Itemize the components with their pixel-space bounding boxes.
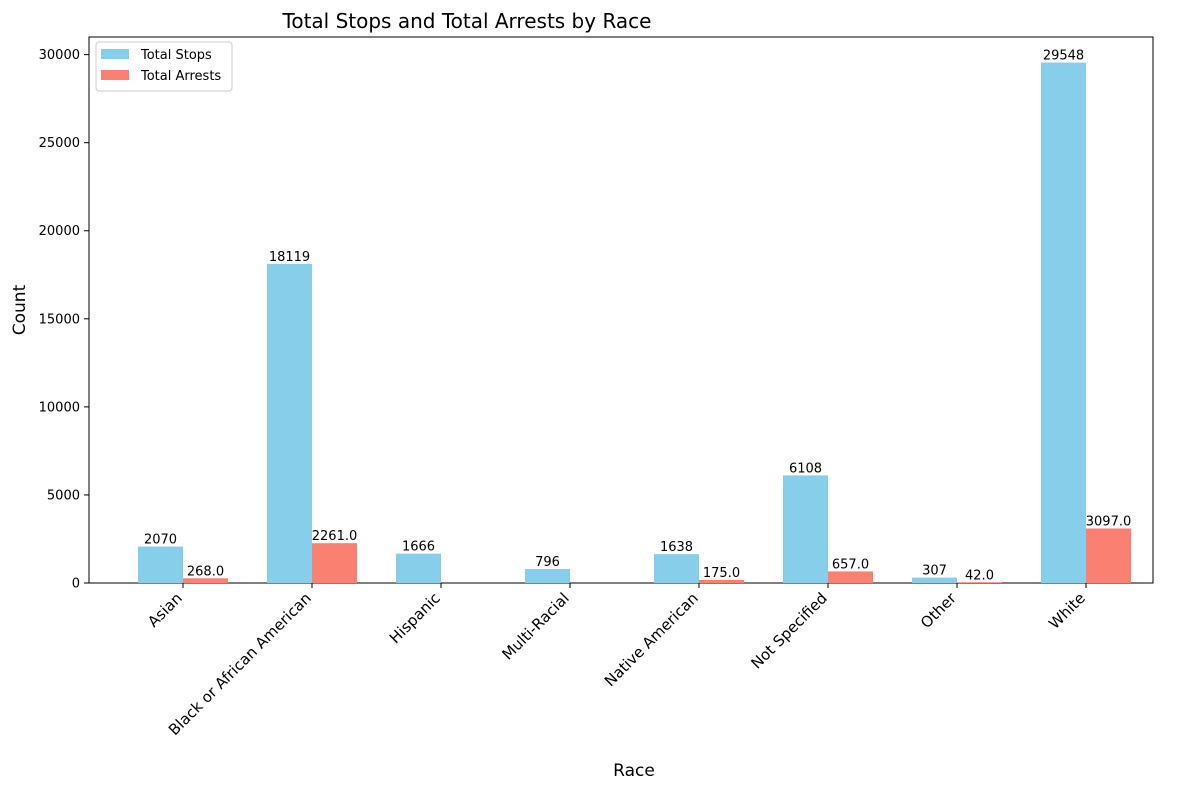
bar-value-label: 796 (535, 555, 560, 570)
x-tick-label: White (1045, 589, 1089, 633)
x-tick-label: Native American (601, 589, 702, 690)
legend-entry: Total Arrests (140, 69, 221, 84)
plot-frame (88, 36, 1154, 584)
bar-value-label: 2261.0 (312, 529, 358, 544)
bar-arrests (828, 571, 873, 583)
legend-entry: Total Stops (140, 48, 212, 63)
bar-value-label: 1666 (402, 540, 435, 555)
legend-box (95, 41, 233, 92)
bar-stops (396, 553, 441, 583)
bar-arrests (699, 579, 744, 583)
y-tick-label: 5000 (47, 488, 80, 503)
bar-value-label: 307 (922, 564, 947, 579)
bar-stops (654, 554, 699, 583)
bar-value-label: 29548 (1043, 49, 1084, 64)
bar-arrests (1086, 528, 1131, 583)
x-axis-label: Race (613, 761, 655, 781)
bar-value-label: 268.0 (187, 564, 224, 579)
bar-value-label: 3097.0 (1086, 514, 1132, 529)
bar-stops (138, 546, 183, 583)
bar-value-label: 175.0 (703, 566, 740, 581)
bar-arrests (183, 578, 228, 583)
bar-value-label: 1638 (660, 540, 693, 555)
legend: Total Stops Total Arrests (95, 41, 233, 92)
x-tick-label: Not Specified (747, 589, 830, 672)
x-tick-label: Multi-Racial (498, 589, 572, 663)
bar-value-label: 6108 (789, 461, 822, 476)
y-tick-label: 10000 (39, 400, 80, 415)
x-tick-label: Black or African American (165, 589, 315, 739)
y-tick-label: 0 (72, 577, 80, 592)
bar-value-label: 2070 (144, 533, 177, 548)
y-tick-label: 30000 (39, 48, 80, 63)
y-axis: 0 5000 10000 15000 20000 25000 30000 (39, 48, 89, 592)
bar-value-label: 657.0 (832, 557, 869, 572)
chart-title: Total Stops and Total Arrests by Race (282, 9, 652, 33)
y-axis-label: Count (10, 284, 30, 335)
bar-stops (267, 263, 312, 583)
bar-stops (912, 577, 957, 583)
x-tick-label: Hispanic (386, 589, 444, 647)
y-tick-label: 15000 (39, 312, 80, 327)
x-tick-label: Other (917, 589, 960, 632)
bar-stops (783, 475, 828, 583)
bar-value-label: 18119 (269, 250, 310, 265)
bar-arrests (957, 582, 1002, 583)
legend-swatch (101, 49, 129, 59)
bar-arrests (312, 543, 357, 583)
legend-swatch (101, 70, 129, 80)
x-tick-label: Asian (144, 589, 186, 631)
bars-group: 2070 18119 1666 796 1638 6108 307 29548 268.0 226… (138, 49, 1132, 584)
bar-value-label: 42.0 (965, 568, 994, 583)
y-tick-label: 20000 (39, 224, 80, 239)
bar-stops (525, 568, 570, 583)
y-tick-label: 25000 (39, 136, 80, 151)
bar-stops (1041, 62, 1086, 584)
